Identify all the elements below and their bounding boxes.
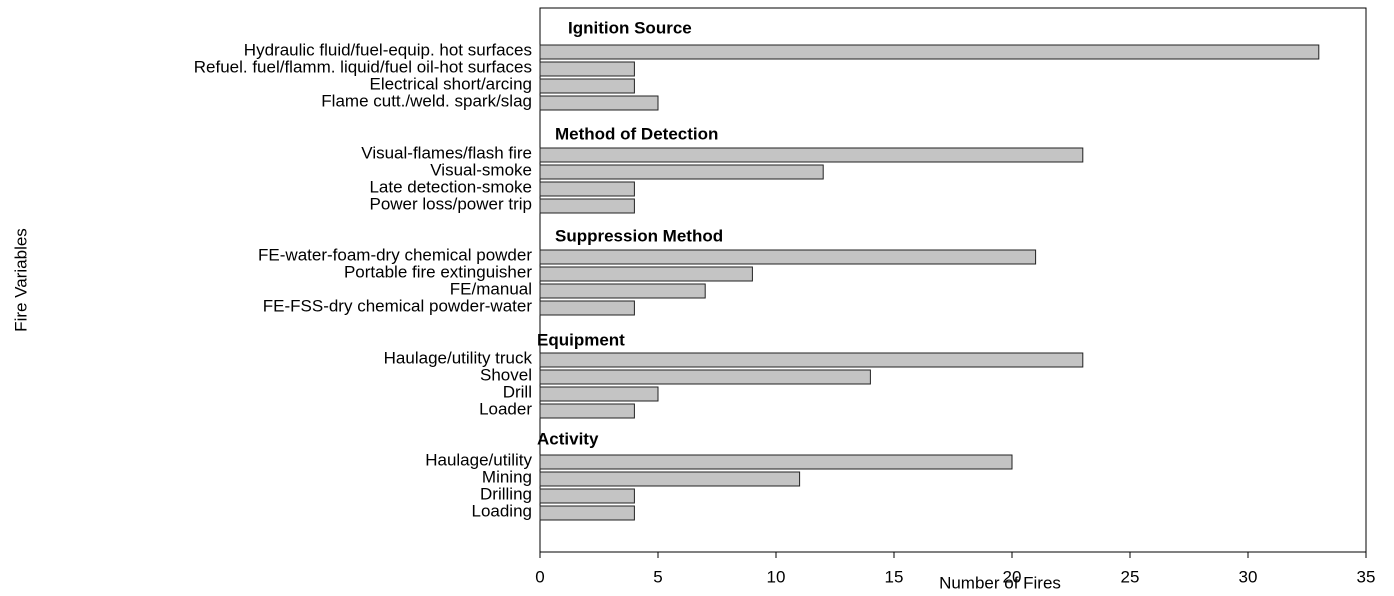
group-heading: Ignition Source (568, 18, 692, 37)
y-tick-label: Hydraulic fluid/fuel-equip. hot surfaces (244, 40, 532, 59)
bar (539, 471, 801, 487)
x-tick-label: 10 (767, 567, 786, 586)
y-tick-label: Haulage/utility (425, 450, 532, 469)
y-tick-label: Loading (471, 501, 532, 520)
bar (539, 266, 753, 282)
bar (539, 505, 635, 521)
y-tick-label: Refuel. fuel/flamm. liquid/fuel oil-hot … (194, 57, 532, 76)
bar (539, 147, 1084, 163)
y-tick-label: FE/manual (450, 279, 532, 298)
bar (539, 352, 1084, 368)
y-tick-label: Mining (482, 467, 532, 486)
y-tick-label: Drilling (480, 484, 532, 503)
bar (539, 44, 1320, 60)
bar (539, 78, 635, 94)
x-tick-label: 25 (1121, 567, 1140, 586)
bar (539, 198, 635, 214)
y-tick-label: FE-water-foam-dry chemical powder (258, 245, 532, 264)
bar (539, 488, 635, 504)
y-tick-label: Visual-flames/flash fire (361, 143, 532, 162)
bar (539, 454, 1013, 470)
x-tick-label: 35 (1357, 567, 1376, 586)
bar (539, 403, 635, 419)
bar (539, 249, 1037, 265)
bar (539, 95, 659, 111)
bar (539, 181, 635, 197)
bar (539, 386, 659, 402)
y-tick-label: Loader (479, 399, 532, 418)
group-heading: Activity (537, 429, 599, 448)
y-tick-label: Shovel (480, 365, 532, 384)
y-tick-label: Visual-smoke (430, 160, 532, 179)
x-tick-label: 30 (1239, 567, 1258, 586)
y-tick-label: Drill (503, 382, 532, 401)
y-tick-label: Late detection-smoke (369, 177, 532, 196)
group-heading: Equipment (537, 330, 625, 349)
y-axis-label: Fire Variables (11, 228, 30, 332)
y-tick-label: Power loss/power trip (369, 194, 532, 213)
x-axis-label: Number of Fires (939, 573, 1061, 592)
bar (539, 164, 824, 180)
bar (539, 283, 706, 299)
x-tick-label: 0 (535, 567, 544, 586)
group-heading: Method of Detection (555, 124, 718, 143)
y-tick-label: Electrical short/arcing (369, 74, 532, 93)
bar (539, 300, 635, 316)
y-tick-label: FE-FSS-dry chemical powder-water (263, 296, 533, 315)
y-tick-label: Portable fire extinguisher (344, 262, 532, 281)
x-tick-label: 5 (653, 567, 662, 586)
y-tick-label: Haulage/utility truck (384, 348, 533, 367)
bar (539, 369, 871, 385)
bar (539, 61, 635, 77)
y-tick-label: Flame cutt./weld. spark/slag (321, 91, 532, 110)
x-tick-label: 20 (1003, 567, 1022, 586)
group-heading: Suppression Method (555, 226, 723, 245)
x-tick-label: 15 (885, 567, 904, 586)
